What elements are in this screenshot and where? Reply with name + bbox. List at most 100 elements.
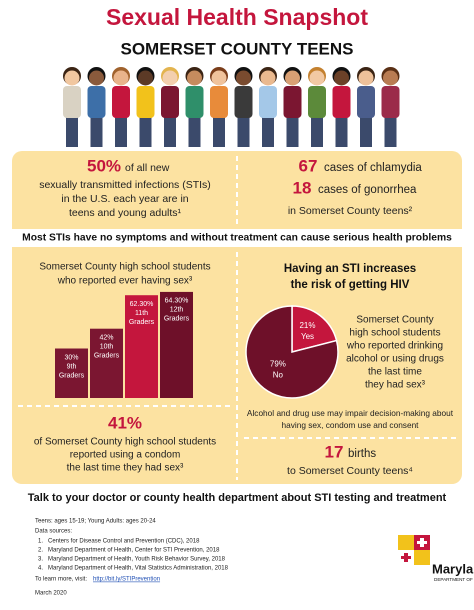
pie-description: the last time [368, 367, 422, 378]
stat-text: of all new [125, 162, 170, 174]
teen-figure [381, 67, 400, 147]
teen-legs [262, 115, 274, 147]
pie-description: alcohol or using drugs [346, 354, 444, 365]
teen-head [113, 70, 129, 86]
stat-text: reported using a condom [70, 450, 181, 461]
source-text: Maryland Department of Health, Center fo… [48, 548, 220, 554]
teen-body [185, 86, 204, 118]
pie-note: Alcohol and drug use may impair decision… [247, 408, 454, 418]
banner-text: Most STIs have no symptoms and without t… [22, 233, 452, 244]
teen-figure [234, 67, 253, 147]
stat-text: sexually transmitted infections (STIs) [39, 179, 211, 191]
footer-learn-more: To learn more, visit: [35, 577, 87, 583]
pie-label: No [273, 370, 284, 379]
teen-head [138, 70, 153, 86]
pie-slice [291, 305, 338, 353]
teen-legs [286, 115, 299, 147]
chart-title: Somerset County high school students [39, 262, 210, 273]
teen-legs [311, 115, 323, 147]
teen-head [187, 70, 202, 86]
teen-body [136, 86, 155, 118]
pie-description: high school students [349, 328, 440, 339]
teen-head [211, 70, 227, 86]
teen-head [236, 70, 251, 86]
bar [55, 348, 88, 398]
source-number: 4. [38, 566, 43, 572]
teen-head [285, 70, 300, 86]
teen-figure [161, 67, 179, 147]
teen-legs [384, 115, 397, 147]
bar [90, 328, 123, 398]
maryland-flag [398, 535, 430, 565]
teen-figure [357, 67, 375, 147]
stat-text: cases of chlamydia [324, 162, 422, 174]
footer-link[interactable]: http://bit.ly/STIPrevention [93, 577, 160, 583]
teen-head [383, 70, 398, 86]
teen-body [308, 86, 326, 118]
bar-category-label: 12th [170, 307, 184, 314]
teen-head [358, 70, 374, 86]
logo-department: DEPARTMENT OF HEALTH [434, 577, 474, 582]
teen-figure [63, 67, 81, 147]
stat-value: 41% [108, 413, 142, 432]
teen-body [283, 86, 302, 118]
bar-category-label: 10th [100, 344, 114, 351]
teen-body [87, 86, 106, 118]
bar-value-label: 62.30% [130, 301, 154, 308]
teen-figure [210, 67, 228, 147]
footer-definition: Teens: ages 15-19; Young Adults: ages 20… [35, 519, 156, 525]
teen-legs [164, 115, 176, 147]
teen-head [260, 70, 276, 86]
dividers [18, 156, 456, 480]
banner-band [12, 229, 462, 247]
bar [125, 295, 158, 398]
teen-legs [139, 115, 152, 147]
pie-note: having sex, condom use and consent [282, 420, 420, 430]
pie-value-label: 21% [299, 321, 315, 330]
stat-text: in the U.S. each year are in [61, 193, 188, 205]
source-number: 2. [38, 548, 43, 554]
teen-legs [66, 115, 78, 147]
teen-figure [87, 67, 106, 147]
teen-head [64, 70, 80, 86]
subtitle: SOMERSET COUNTY TEENS [121, 39, 354, 58]
teen-figure [283, 67, 302, 147]
stat-value: 17 [325, 442, 344, 461]
teen-body [259, 86, 277, 118]
pie-slice [245, 305, 339, 399]
stat-value: 50% [87, 156, 121, 175]
bar-value-label: 30% [64, 354, 78, 361]
teen-figure [112, 67, 130, 147]
teen-figure [308, 67, 326, 147]
teen-head [89, 70, 104, 86]
teen-legs [90, 115, 103, 147]
teen-body [63, 86, 81, 118]
pie-description: Somerset County [356, 315, 433, 326]
stat-text: of Somerset County high school students [34, 437, 216, 448]
teen-legs [360, 115, 372, 147]
teen-figure [332, 67, 351, 147]
stat-text: births [348, 448, 376, 460]
teen-figure [185, 67, 204, 147]
teen-body [210, 86, 228, 118]
stat-value: 67 [299, 156, 318, 175]
chart-title: who reported ever having sex³ [57, 276, 193, 287]
teen-body [234, 86, 253, 118]
teen-body [161, 86, 179, 118]
stat-text: the last time they had sex³ [67, 463, 184, 474]
chart-title: Having an STI increases [284, 263, 416, 275]
teen-head [334, 70, 349, 86]
pie-label: Yes [301, 332, 314, 341]
stat-text: teens and young adults¹ [69, 207, 182, 219]
teen-head [309, 70, 325, 86]
teen-figure [136, 67, 155, 147]
stat-text: cases of gonorrhea [318, 184, 417, 196]
teen-figure [259, 67, 277, 147]
bar-category-label: Graders [59, 372, 85, 379]
source-text: Maryland Department of Health, Vital Sta… [48, 566, 229, 572]
footer-sources-title: Data sources: [35, 529, 72, 535]
footer-date: March 2020 [35, 591, 67, 597]
